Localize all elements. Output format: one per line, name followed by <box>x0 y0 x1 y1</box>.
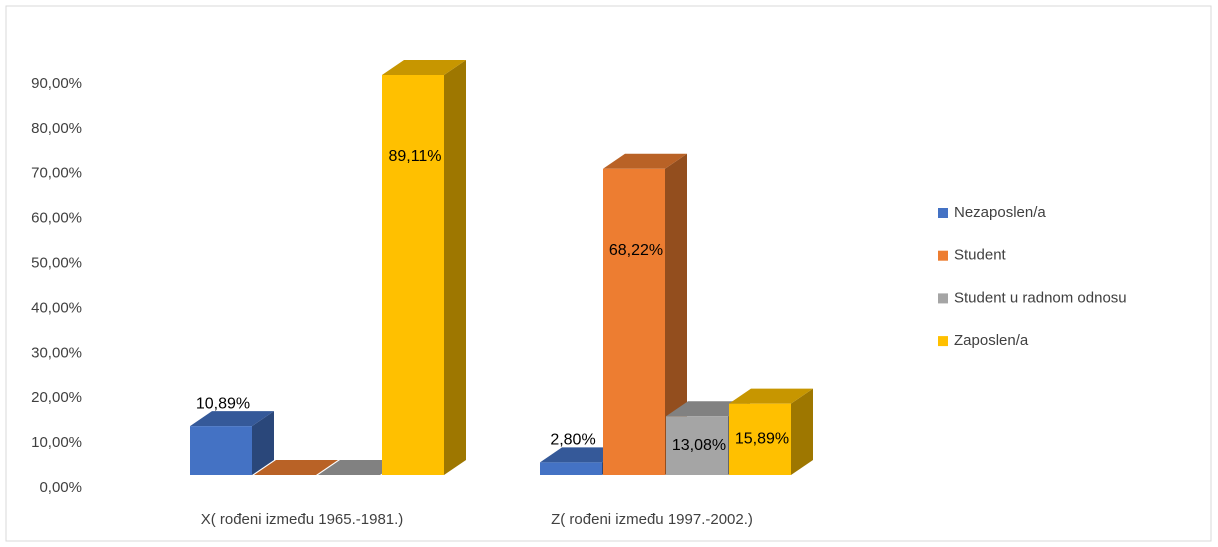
legend-label: Zaposlen/a <box>954 332 1029 349</box>
y-tick-label: 20,00% <box>31 389 82 406</box>
legend-swatch <box>938 208 948 218</box>
value-label: 10,89% <box>196 395 250 412</box>
y-tick-label: 50,00% <box>31 255 82 272</box>
y-tick-label: 70,00% <box>31 165 82 182</box>
value-label: 89,11% <box>388 148 441 165</box>
bar <box>190 426 252 475</box>
bar-side <box>791 388 813 475</box>
legend-swatch <box>938 293 948 304</box>
value-label: 68,22% <box>609 242 663 259</box>
x-tick-label: Z( rođeni između 1997.-2002.) <box>551 511 753 528</box>
value-label: 2,80% <box>550 432 595 449</box>
y-tick-label: 10,00% <box>31 434 82 451</box>
chart-frame <box>5 5 1212 542</box>
bar-top <box>318 460 402 475</box>
bar <box>540 462 602 475</box>
legend-swatch <box>938 336 948 347</box>
y-tick-label: 0,00% <box>39 479 82 496</box>
value-label: 15,89% <box>735 431 789 448</box>
legend-label: Nezaposlen/a <box>954 204 1046 221</box>
y-tick-label: 60,00% <box>31 210 82 227</box>
value-label: 13,08% <box>672 437 726 454</box>
y-tick-label: 90,00% <box>31 75 82 92</box>
y-tick-label: 30,00% <box>31 344 82 361</box>
legend-swatch <box>938 250 948 261</box>
y-tick-label: 40,00% <box>31 299 82 316</box>
bar-top <box>382 59 466 75</box>
bar <box>603 168 665 475</box>
bar-top <box>603 153 687 169</box>
bar-top <box>254 460 338 475</box>
bar-side <box>665 153 687 475</box>
legend-label: Student <box>954 247 1007 264</box>
bar <box>382 74 444 475</box>
y-tick-label: 80,00% <box>31 120 82 137</box>
bar <box>729 403 791 475</box>
bar-top <box>190 411 274 427</box>
bar <box>666 416 728 475</box>
x-tick-label: X( rođeni između 1965.-1981.) <box>201 511 404 528</box>
bar-side <box>252 411 274 475</box>
bar-side <box>444 59 466 475</box>
bar-top <box>729 388 813 404</box>
legend-label: Student u radnom odnosu <box>954 289 1127 306</box>
